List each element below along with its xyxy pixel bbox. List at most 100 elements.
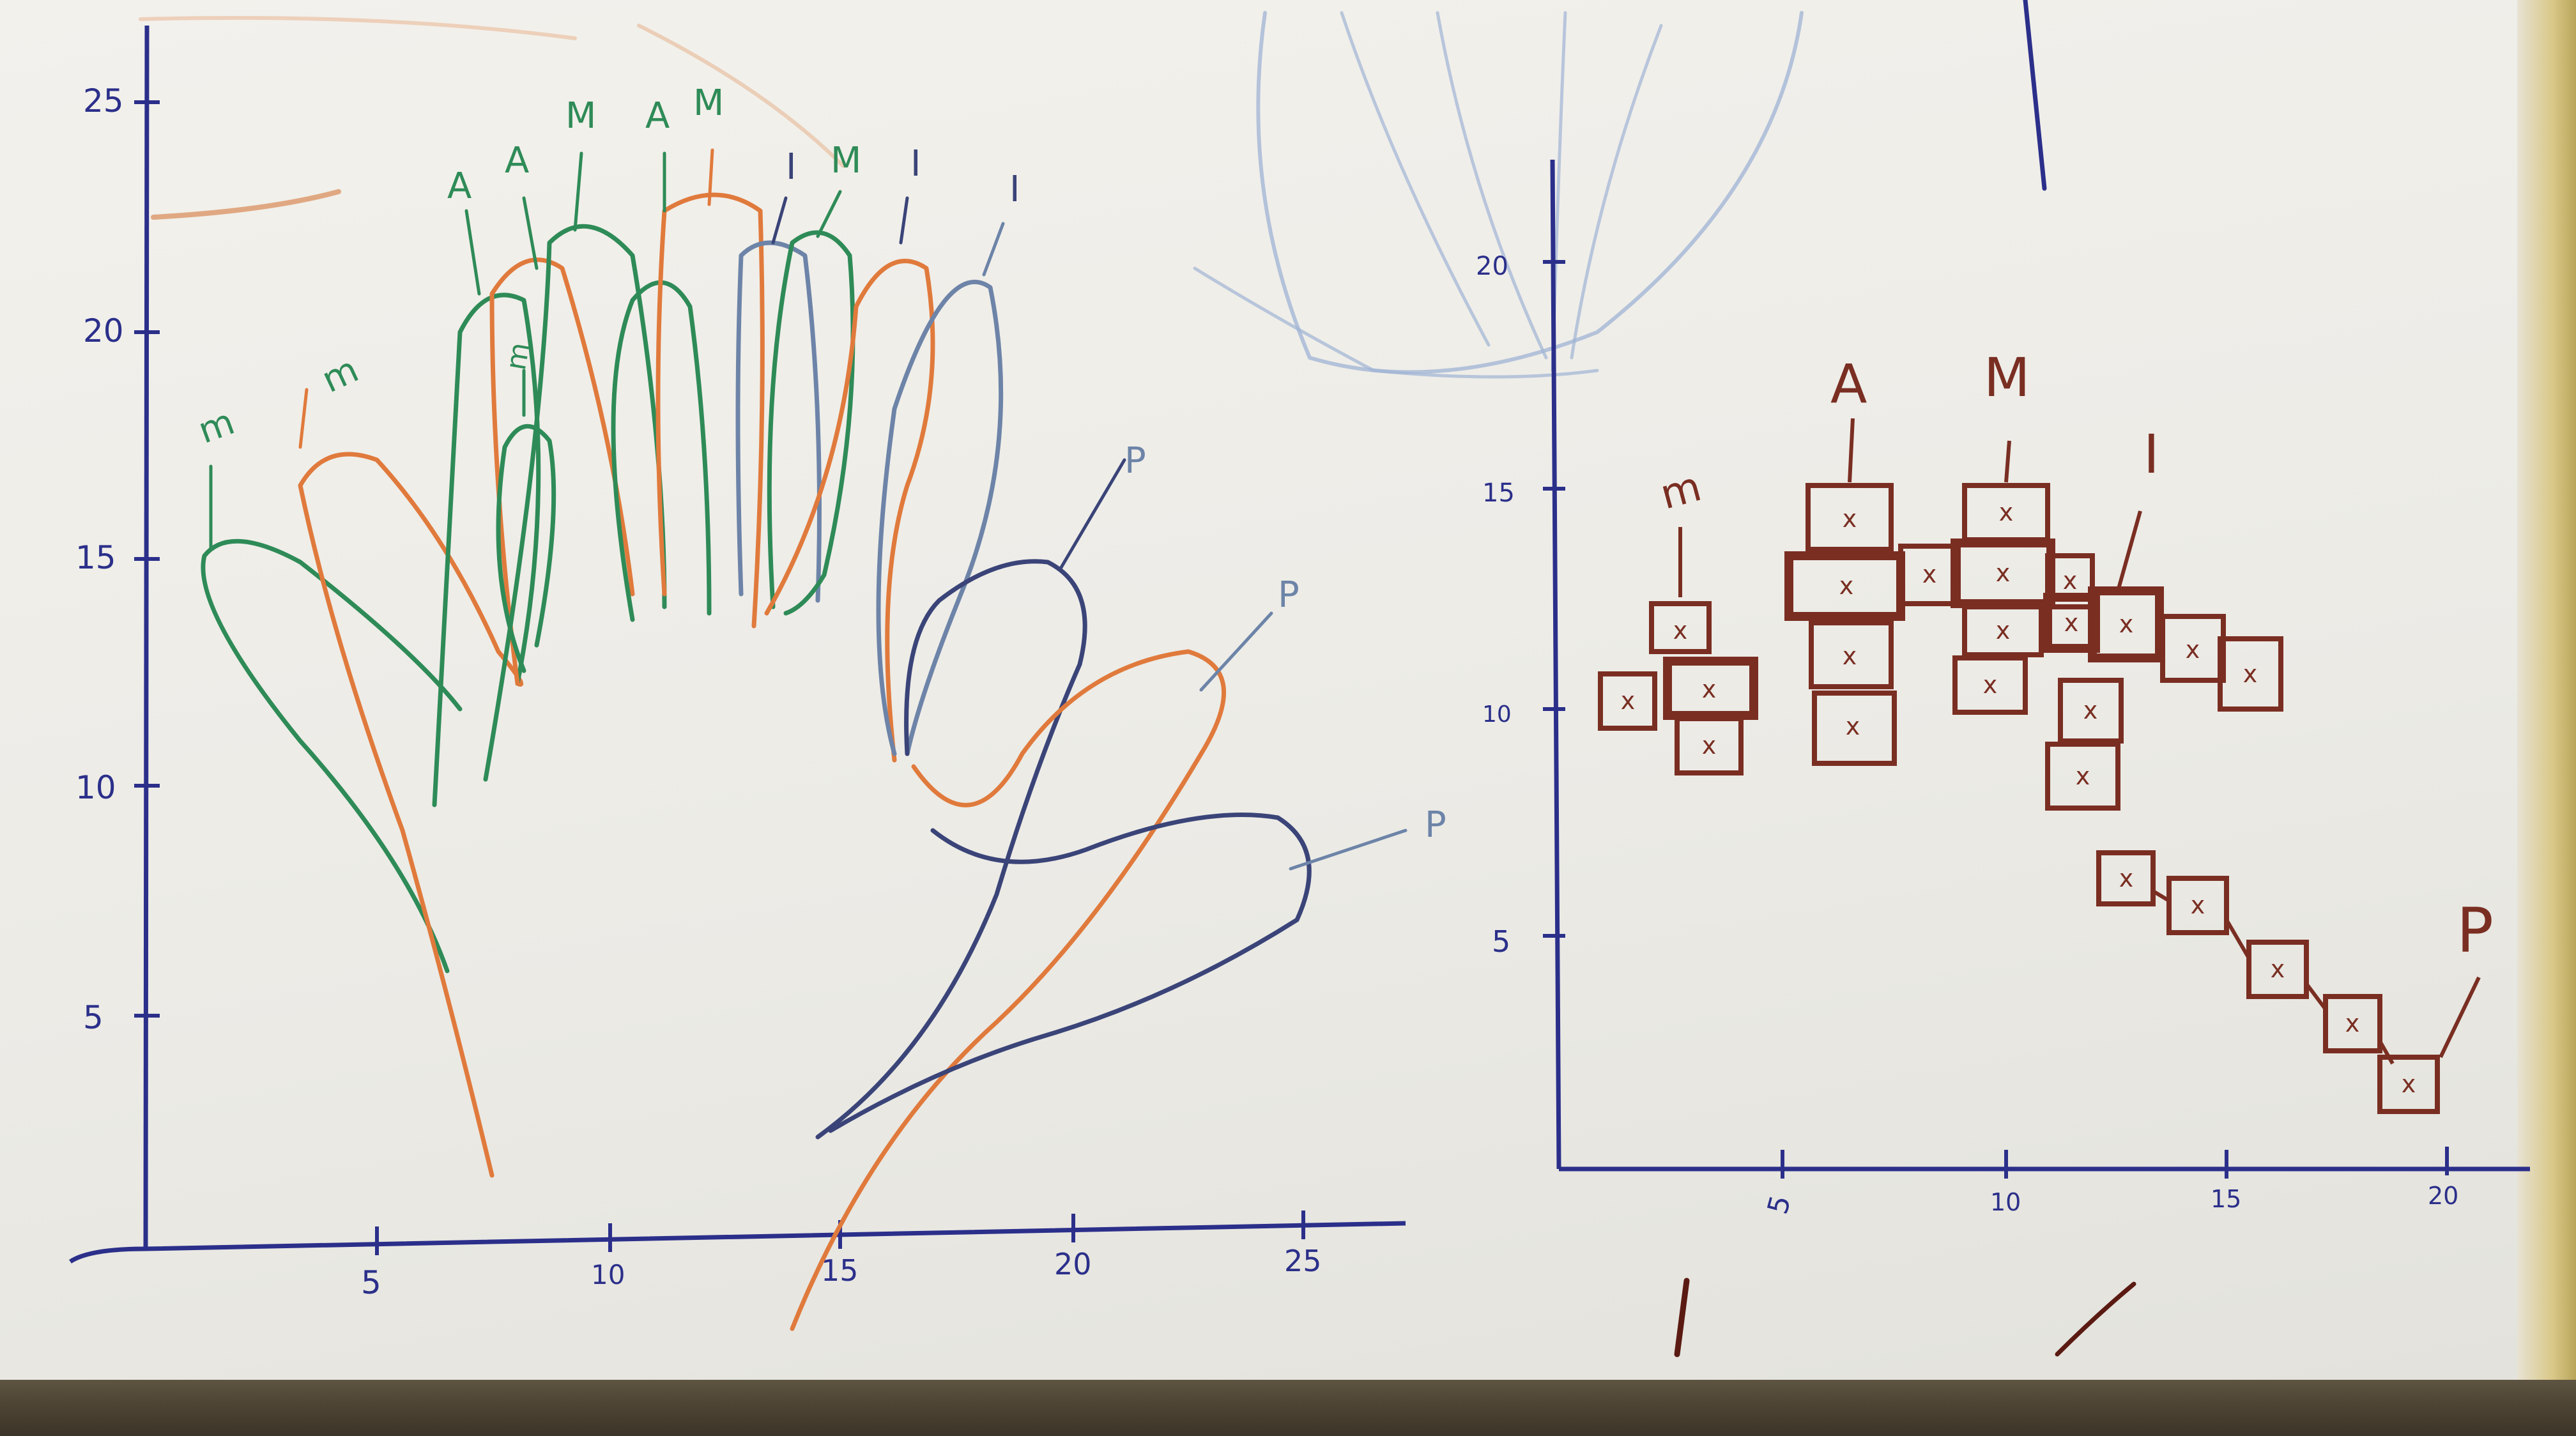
- grid-cell: [1812, 691, 1897, 766]
- finger-outline-orange: [489, 257, 635, 686]
- cell-mark: x: [1846, 712, 1860, 740]
- cell-mark: x: [1983, 671, 1998, 699]
- finger-label: M: [565, 95, 596, 137]
- left-x-tick-label: 20: [1054, 1247, 1092, 1281]
- finger-label: m: [193, 401, 240, 452]
- left-y-tick-label: 20: [83, 312, 124, 349]
- finger-outline-green: [767, 230, 855, 616]
- finger-label: M: [1984, 346, 2030, 409]
- finger-label: A: [505, 140, 529, 181]
- finger-label: P: [1425, 804, 1446, 846]
- cell-mark: x: [2345, 1009, 2360, 1037]
- finger-outline-green: [496, 424, 556, 673]
- left-x-tick-label: 25: [1284, 1244, 1322, 1278]
- grid-cell: [1805, 483, 1894, 552]
- right-x-ticks: [1781, 1147, 2449, 1179]
- finger-label: m: [500, 340, 537, 372]
- grid-cell: [1675, 716, 1744, 775]
- grid-cell: [2323, 994, 2382, 1053]
- finger-label: A: [447, 165, 471, 207]
- left-y-tick-label: 5: [83, 999, 103, 1036]
- grid-cell: [2160, 614, 2226, 683]
- cell-mark: x: [2083, 696, 2098, 724]
- grid-cell: [2045, 742, 2120, 811]
- grid-cell: [2096, 850, 2156, 906]
- finger-label: P: [1278, 574, 1300, 616]
- finger-outline-green: [432, 293, 541, 807]
- right-cells: [1598, 483, 2440, 1114]
- grid-cell: [1663, 657, 1758, 720]
- finger-outline-orange: [790, 649, 1227, 1331]
- cell-mark: x: [1843, 505, 1857, 533]
- left-y-axis: [143, 25, 150, 1249]
- cell-mark: x: [1999, 498, 2014, 526]
- left-x-tick-label: 5: [361, 1264, 381, 1301]
- right-y-tick-label: 5: [1492, 924, 1510, 959]
- right-connectors: [1678, 418, 2481, 1065]
- paper-sheet: [0, 0, 2549, 1380]
- finger-outline-navy: [815, 559, 1087, 1140]
- cell-mark: x: [2402, 1070, 2416, 1098]
- cell-mark: x: [1839, 572, 1854, 600]
- cell-mark: x: [1621, 687, 1636, 715]
- left-plot: 25 20 15 10 5 5 10 15 20 25: [69, 25, 1446, 1331]
- right-x-tick-label: 20: [2428, 1182, 2458, 1210]
- right-finger-labels: m A M I P: [1655, 346, 2494, 966]
- finger-outline-green: [201, 538, 463, 974]
- grid-cell: [2377, 1055, 2440, 1114]
- grid-cell: [1649, 601, 1712, 654]
- left-y-tick-label: 15: [75, 539, 116, 576]
- left-y-tick-label: 10: [75, 769, 116, 806]
- cell-mark: x: [2063, 567, 2078, 595]
- cell-mark: x: [1702, 731, 1717, 760]
- cell-mark: x: [1673, 616, 1688, 645]
- grid-cell: [2246, 940, 2309, 999]
- right-y-tick-label: 20: [1476, 252, 1508, 281]
- finger-label: A: [645, 95, 670, 137]
- left-finger-labels: m m m A A M A M I M I I P P P: [193, 82, 1446, 846]
- cell-mark: x: [2186, 636, 2200, 664]
- finger-outline-orange: [656, 192, 765, 629]
- left-y-tick-label: 25: [83, 82, 124, 119]
- finger-label: m: [1655, 463, 1706, 519]
- finger-label: I: [1009, 169, 1020, 210]
- grid-cell: [2166, 876, 2229, 935]
- right-axis-labels: 20 15 10 5 5 10 15 20: [1476, 252, 2458, 1218]
- left-x-ticks: [375, 1211, 1305, 1255]
- cell-mark: x: [1843, 642, 1857, 670]
- left-axis-labels: 25 20 15 10 5 5 10 15 20 25: [75, 82, 1322, 1301]
- grid-cell: [2058, 678, 2124, 744]
- grid-cell: [1962, 604, 2044, 657]
- left-y-ticks: [134, 100, 160, 1018]
- right-x-tick-label: 5: [1761, 1192, 1798, 1218]
- right-y-ticks: [1543, 260, 1565, 938]
- finger-label: M: [693, 82, 724, 124]
- finger-label: I: [786, 146, 797, 188]
- tape-edge: [2517, 0, 2576, 1380]
- cell-mark: x: [1996, 559, 2011, 587]
- finger-label: A: [1830, 353, 1867, 415]
- cell-mark: x: [2119, 864, 2134, 892]
- finger-outline-orange: [764, 259, 935, 763]
- cell-mark: x: [1702, 675, 1717, 703]
- cell-mark: x: [2243, 660, 2258, 688]
- grid-cell: [2088, 586, 2164, 662]
- grid-cell: [1809, 620, 1894, 689]
- right-plot: 20 15 10 5 5 10 15 20: [1476, 159, 2530, 1218]
- right-x-tick-label: 10: [1990, 1188, 2021, 1216]
- cell-mark: x: [2076, 762, 2090, 790]
- finger-outline-blue: [876, 279, 1004, 756]
- left-x-axis: [69, 1221, 1406, 1264]
- left-x-tick-label: 10: [591, 1259, 625, 1290]
- grid-cell: [1952, 655, 2028, 715]
- finger-label: M: [831, 140, 861, 181]
- right-y-axis: [1550, 159, 1561, 1170]
- cell-mark: x: [2271, 955, 2285, 983]
- right-x-tick-label: 15: [2211, 1185, 2241, 1213]
- left-x-tick-label: 15: [821, 1253, 859, 1288]
- finger-label: I: [2143, 423, 2159, 485]
- cell-mark: x: [2119, 610, 2134, 638]
- finger-label: P: [2457, 895, 2494, 966]
